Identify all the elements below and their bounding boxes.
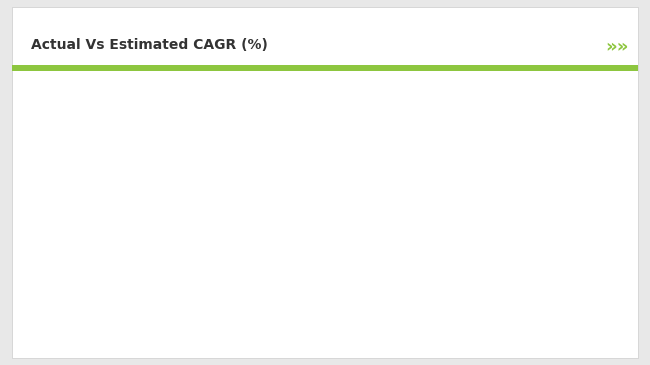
Text: Actual Vs Estimated CAGR (%): Actual Vs Estimated CAGR (%) xyxy=(31,38,268,52)
Y-axis label: Growth Rate (%): Growth Rate (%) xyxy=(23,164,32,239)
Text: »»: »» xyxy=(606,38,629,56)
